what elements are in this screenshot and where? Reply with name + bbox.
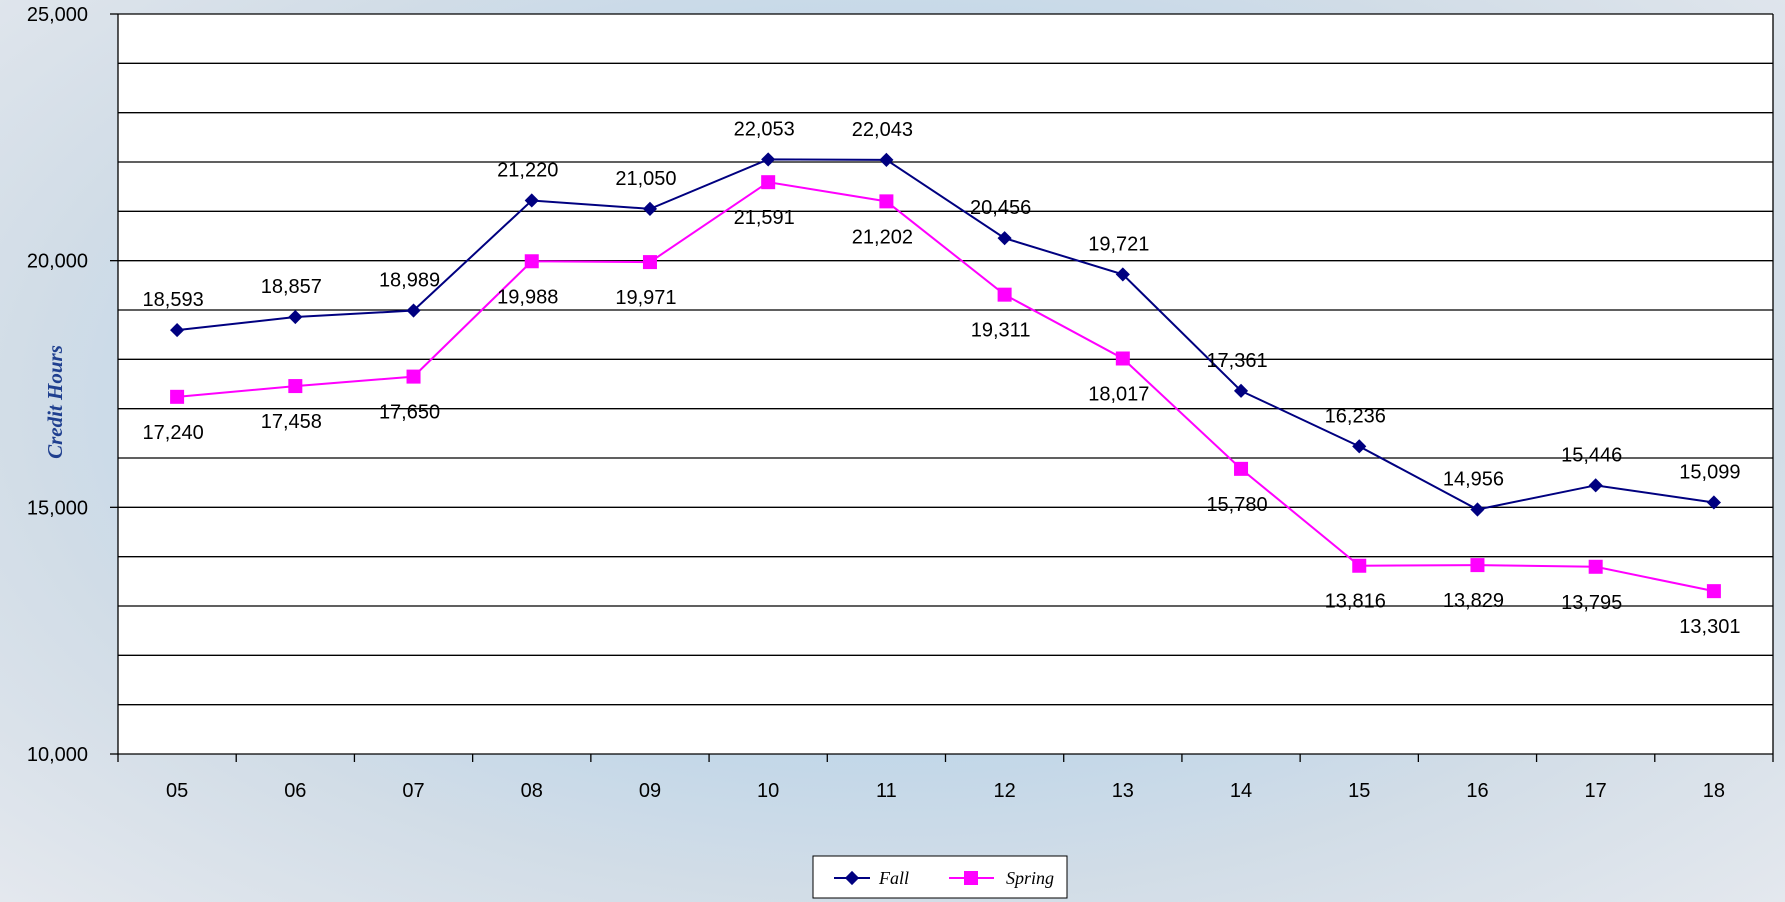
- data-label: 17,240: [143, 422, 204, 444]
- y-tick-label: 15,000: [27, 497, 88, 519]
- y-tick-label: 20,000: [27, 251, 88, 273]
- data-point: [406, 303, 421, 318]
- data-label: 17,361: [1206, 350, 1267, 372]
- data-point: [1233, 383, 1249, 398]
- data-point: [1588, 559, 1603, 574]
- data-point: [524, 254, 539, 269]
- x-tick-label: 05: [166, 780, 188, 802]
- legend: Fall Spring: [812, 855, 1068, 899]
- data-label: 20,456: [970, 197, 1031, 219]
- data-label: 21,591: [734, 207, 795, 229]
- data-label: 18,017: [1088, 383, 1149, 405]
- x-axis-ticks: 05 06 07 08 09 10 11 12 13 14 15 16 17 18: [117, 754, 1774, 802]
- data-label: 17,650: [379, 402, 440, 424]
- x-tick-label: 16: [1466, 780, 1488, 802]
- data-label: 21,202: [852, 226, 913, 248]
- data-label: 18,857: [261, 276, 322, 298]
- data-label: 13,795: [1561, 592, 1622, 614]
- data-point: [1706, 584, 1721, 599]
- data-point: [288, 309, 303, 325]
- data-point: [642, 255, 657, 270]
- data-label: 15,780: [1206, 494, 1267, 516]
- data-label: 13,301: [1679, 616, 1740, 638]
- data-point: [761, 152, 776, 167]
- x-tick-label: 07: [402, 780, 424, 802]
- x-tick-label: 14: [1230, 780, 1252, 802]
- data-point: [642, 201, 658, 216]
- data-point: [1588, 478, 1603, 493]
- data-label: 22,043: [852, 119, 913, 141]
- x-tick-label: 10: [757, 780, 779, 802]
- data-point: [1234, 461, 1249, 476]
- data-label: 18,593: [143, 289, 204, 311]
- legend-spring-label: Spring: [1006, 868, 1054, 888]
- series-layer: 18,593 18,857 18,989 21,220 21,050 22,053 22,0…: [143, 118, 1741, 638]
- data-label: 19,721: [1088, 233, 1149, 255]
- data-label: 13,829: [1443, 590, 1504, 612]
- data-label: 13,816: [1325, 591, 1386, 613]
- data-label: 21,050: [615, 168, 676, 190]
- data-point: [1470, 502, 1485, 517]
- data-label: 15,446: [1561, 444, 1622, 466]
- x-tick-label: 17: [1585, 780, 1607, 802]
- data-label: 14,956: [1443, 469, 1504, 491]
- legend-fall-marker: [844, 870, 860, 886]
- data-label: 19,971: [615, 287, 676, 309]
- data-point: [1352, 558, 1367, 573]
- x-tick-label: 06: [284, 780, 306, 802]
- y-tick-label: 25,000: [27, 4, 88, 26]
- series-fall: 18,593 18,857 18,989 21,220 21,050 22,053 22,0…: [143, 118, 1740, 517]
- x-tick-label: 13: [1112, 780, 1134, 802]
- series-line-fall: [176, 158, 1715, 511]
- y-axis-label: Credit Hours: [43, 345, 67, 459]
- x-tick-label: 09: [639, 780, 661, 802]
- x-tick-label: 08: [521, 780, 543, 802]
- data-point: [1115, 267, 1130, 282]
- data-label: 16,236: [1325, 405, 1386, 427]
- series-spring: 17,240 17,458 17,650 19,988 19,971 21,591 21,2…: [143, 175, 1740, 638]
- data-label: 15,099: [1679, 461, 1740, 483]
- plot-area: [118, 14, 1773, 754]
- grid-lines: [118, 13, 1773, 706]
- data-point: [1470, 558, 1485, 573]
- data-point: [761, 175, 776, 190]
- x-tick-label: 12: [993, 780, 1015, 802]
- legend-fall-label: Fall: [878, 868, 909, 888]
- data-label: 22,053: [734, 118, 795, 140]
- data-point: [1706, 495, 1721, 510]
- y-tick-label: 10,000: [27, 744, 88, 766]
- data-point: [288, 379, 303, 394]
- data-label: 19,311: [971, 320, 1031, 342]
- data-label: 19,988: [497, 286, 558, 308]
- data-point: [879, 152, 894, 167]
- data-point: [1352, 439, 1367, 454]
- data-label: 18,989: [379, 270, 440, 292]
- data-point: [879, 194, 894, 209]
- data-point: [406, 369, 421, 384]
- data-point: [1115, 351, 1130, 366]
- data-label: 21,220: [497, 159, 558, 181]
- data-point: [170, 323, 185, 338]
- series-line-spring: [177, 181, 1715, 593]
- x-tick-label: 11: [876, 780, 897, 802]
- data-point: [170, 389, 185, 404]
- x-tick-label: 18: [1703, 780, 1725, 802]
- y-axis-ticks: 10,000 15,000 20,000 25,000: [27, 4, 118, 766]
- data-point: [997, 231, 1012, 246]
- data-label: 17,458: [261, 411, 322, 433]
- data-point: [524, 193, 539, 208]
- legend-spring-marker: [964, 871, 978, 885]
- x-tick-label: 15: [1348, 780, 1370, 802]
- data-point: [997, 287, 1012, 302]
